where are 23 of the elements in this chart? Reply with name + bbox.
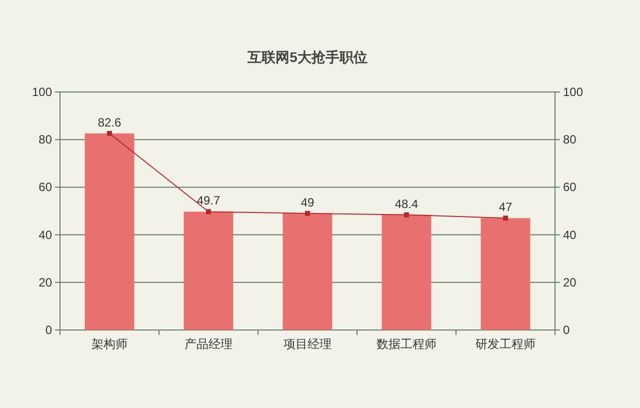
y2tick: 20 — [563, 275, 576, 290]
ytick: 40 — [38, 228, 52, 242]
ytick: 0 — [45, 323, 52, 337]
data-label: 82.6 — [98, 115, 122, 130]
data-label: 49.7 — [196, 194, 220, 208]
y2tick: 60 — [563, 180, 576, 194]
xtick: 数据工程师 — [376, 337, 436, 351]
y2tick: 80 — [563, 132, 576, 147]
data-label: 49 — [300, 195, 314, 210]
y2tick: 40 — [563, 228, 576, 242]
data-label: 47 — [498, 200, 512, 214]
ytick: 80 — [38, 132, 52, 147]
title: 互联网5大抢手职位 — [248, 49, 368, 65]
xtick: 研发工程师 — [476, 337, 536, 351]
xtick: 产品经理 — [184, 337, 232, 351]
ytick: 100 — [32, 85, 52, 99]
xtick: 项目经理 — [284, 337, 332, 351]
xtick: 架构师 — [92, 337, 128, 351]
ytick: 60 — [38, 180, 52, 194]
data-label: 48.4 — [394, 196, 418, 211]
y2tick: 100 — [563, 85, 584, 99]
ytick: 20 — [38, 275, 52, 290]
y2tick: 0 — [563, 323, 570, 337]
